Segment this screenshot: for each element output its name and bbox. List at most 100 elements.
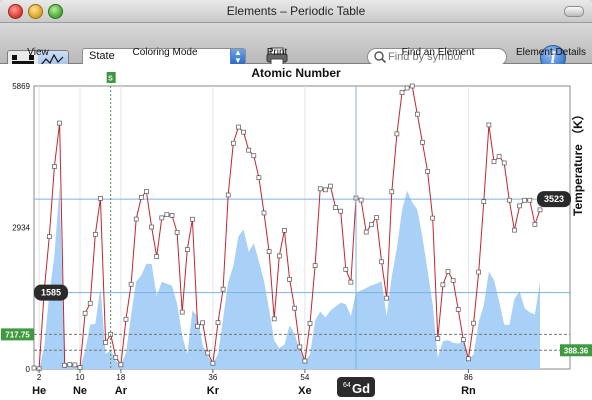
left-level-marker-bg bbox=[1, 328, 34, 341]
boiling-point-marker bbox=[420, 139, 425, 145]
s-marker-tag bbox=[106, 72, 116, 83]
boiling-point-marker bbox=[98, 196, 103, 201]
print-label: Print bbox=[266, 47, 288, 58]
boiling-point-marker bbox=[435, 336, 441, 341]
boiling-point-marker bbox=[379, 259, 384, 265]
boiling-point-marker bbox=[210, 360, 216, 366]
boiling-point-marker bbox=[384, 295, 390, 301]
boiling-point-marker bbox=[317, 186, 323, 192]
boiling-point-marker bbox=[225, 192, 231, 198]
boiling-point-line bbox=[33, 85, 541, 370]
boiling-point-marker bbox=[297, 344, 303, 350]
close-window-button[interactable] bbox=[8, 4, 23, 19]
element-symbol-label: Ar bbox=[115, 385, 128, 397]
boiling-point-marker bbox=[62, 362, 68, 368]
boiling-point-marker bbox=[52, 164, 57, 169]
boiling-point-marker bbox=[358, 197, 364, 203]
boiling-point-marker bbox=[31, 365, 37, 371]
boiling-point-marker bbox=[486, 122, 492, 128]
element-symbol-label: Xe bbox=[298, 385, 311, 397]
boiling-point-marker bbox=[282, 228, 287, 233]
boiling-point-marker bbox=[440, 282, 446, 288]
search-icon bbox=[374, 51, 387, 64]
high-value-marker-bg bbox=[537, 191, 571, 208]
find-symbol-input[interactable] bbox=[388, 50, 500, 63]
boiling-point-marker bbox=[512, 227, 517, 233]
boiling-point-marker bbox=[179, 309, 185, 315]
boiling-point-marker bbox=[450, 278, 456, 283]
boiling-point-marker bbox=[322, 187, 328, 193]
boiling-point-marker bbox=[425, 169, 430, 174]
boiling-point-marker bbox=[184, 247, 190, 252]
boiling-point-marker bbox=[506, 197, 512, 203]
element-details-label: Element Details bbox=[515, 47, 587, 58]
boiling-point-marker bbox=[87, 300, 93, 306]
boiling-point-marker bbox=[118, 362, 124, 368]
boiling-point-marker bbox=[522, 197, 528, 203]
boiling-point-marker bbox=[328, 183, 333, 189]
boiling-point-marker bbox=[338, 208, 344, 214]
boiling-point-marker bbox=[374, 215, 379, 220]
boiling-point-marker bbox=[481, 199, 487, 204]
boiling-point-marker bbox=[205, 350, 211, 356]
boiling-point-marker bbox=[368, 222, 374, 228]
boiling-point-marker bbox=[46, 234, 52, 239]
y-tick-label: 2934 bbox=[12, 224, 30, 233]
boiling-point-marker bbox=[343, 266, 349, 272]
boiling-point-marker bbox=[190, 216, 195, 222]
find-symbol-field[interactable] bbox=[367, 48, 507, 66]
x-tick-label: 86 bbox=[464, 373, 473, 382]
boiling-point-marker bbox=[312, 263, 318, 269]
coloring-mode-label: Coloring Mode bbox=[132, 47, 198, 58]
coloring-mode-select[interactable]: State ▲ ▼ bbox=[82, 48, 246, 66]
boiling-point-marker bbox=[302, 358, 308, 364]
boiling-point-marker bbox=[149, 224, 154, 230]
boiling-point-marker bbox=[491, 159, 497, 165]
mid-value-marker: 1585 bbox=[41, 288, 61, 298]
boiling-point-marker bbox=[460, 337, 466, 342]
boiling-point-marker bbox=[266, 249, 272, 254]
boiling-point-marker bbox=[455, 307, 461, 312]
minimize-window-button[interactable] bbox=[28, 4, 43, 19]
boiling-point-marker bbox=[164, 212, 170, 218]
boiling-point-marker bbox=[261, 210, 267, 216]
boiling-point-marker bbox=[123, 316, 129, 322]
boiling-point-marker bbox=[471, 320, 476, 326]
coloring-mode-value: State bbox=[89, 50, 115, 62]
x-tick-label: 18 bbox=[116, 373, 125, 382]
boiling-point-marker bbox=[113, 355, 119, 360]
boiling-point-marker bbox=[537, 207, 543, 213]
element-symbol-label: Rn bbox=[461, 385, 476, 397]
x-tick-label: 2 bbox=[37, 373, 42, 382]
melting-point-area bbox=[34, 185, 540, 369]
boiling-point-marker bbox=[445, 269, 451, 274]
boiling-point-marker bbox=[256, 175, 262, 181]
boiling-point-marker bbox=[246, 147, 252, 153]
boiling-point-marker bbox=[82, 310, 88, 316]
boiling-point-marker bbox=[215, 320, 221, 326]
x-tick-label: 10 bbox=[76, 373, 85, 382]
boiling-point-marker bbox=[409, 83, 415, 89]
boiling-point-marker bbox=[466, 356, 471, 362]
printer-icon[interactable] bbox=[265, 47, 289, 67]
boiling-point-marker bbox=[220, 286, 226, 292]
boiling-point-marker bbox=[159, 215, 165, 221]
boiling-point-marker bbox=[527, 197, 533, 203]
boiling-point-marker bbox=[414, 111, 420, 117]
boiling-point-marker bbox=[430, 215, 436, 221]
boiling-point-marker bbox=[476, 269, 482, 275]
title-bar: Elements – Periodic Table bbox=[0, 0, 592, 23]
view-label: View bbox=[27, 47, 49, 58]
y-tick-label: 5869 bbox=[12, 82, 30, 91]
selected-element-symbol: Gd bbox=[352, 381, 370, 396]
boiling-point-marker bbox=[287, 276, 292, 282]
high-value-marker: 3523 bbox=[544, 194, 564, 204]
boiling-point-marker bbox=[195, 323, 200, 329]
toolbar-toggle-button[interactable] bbox=[564, 6, 584, 17]
boiling-point-marker bbox=[72, 362, 78, 368]
selected-element-number: 64 bbox=[343, 382, 351, 389]
zoom-window-button[interactable] bbox=[48, 4, 63, 19]
boiling-point-marker bbox=[92, 232, 98, 237]
